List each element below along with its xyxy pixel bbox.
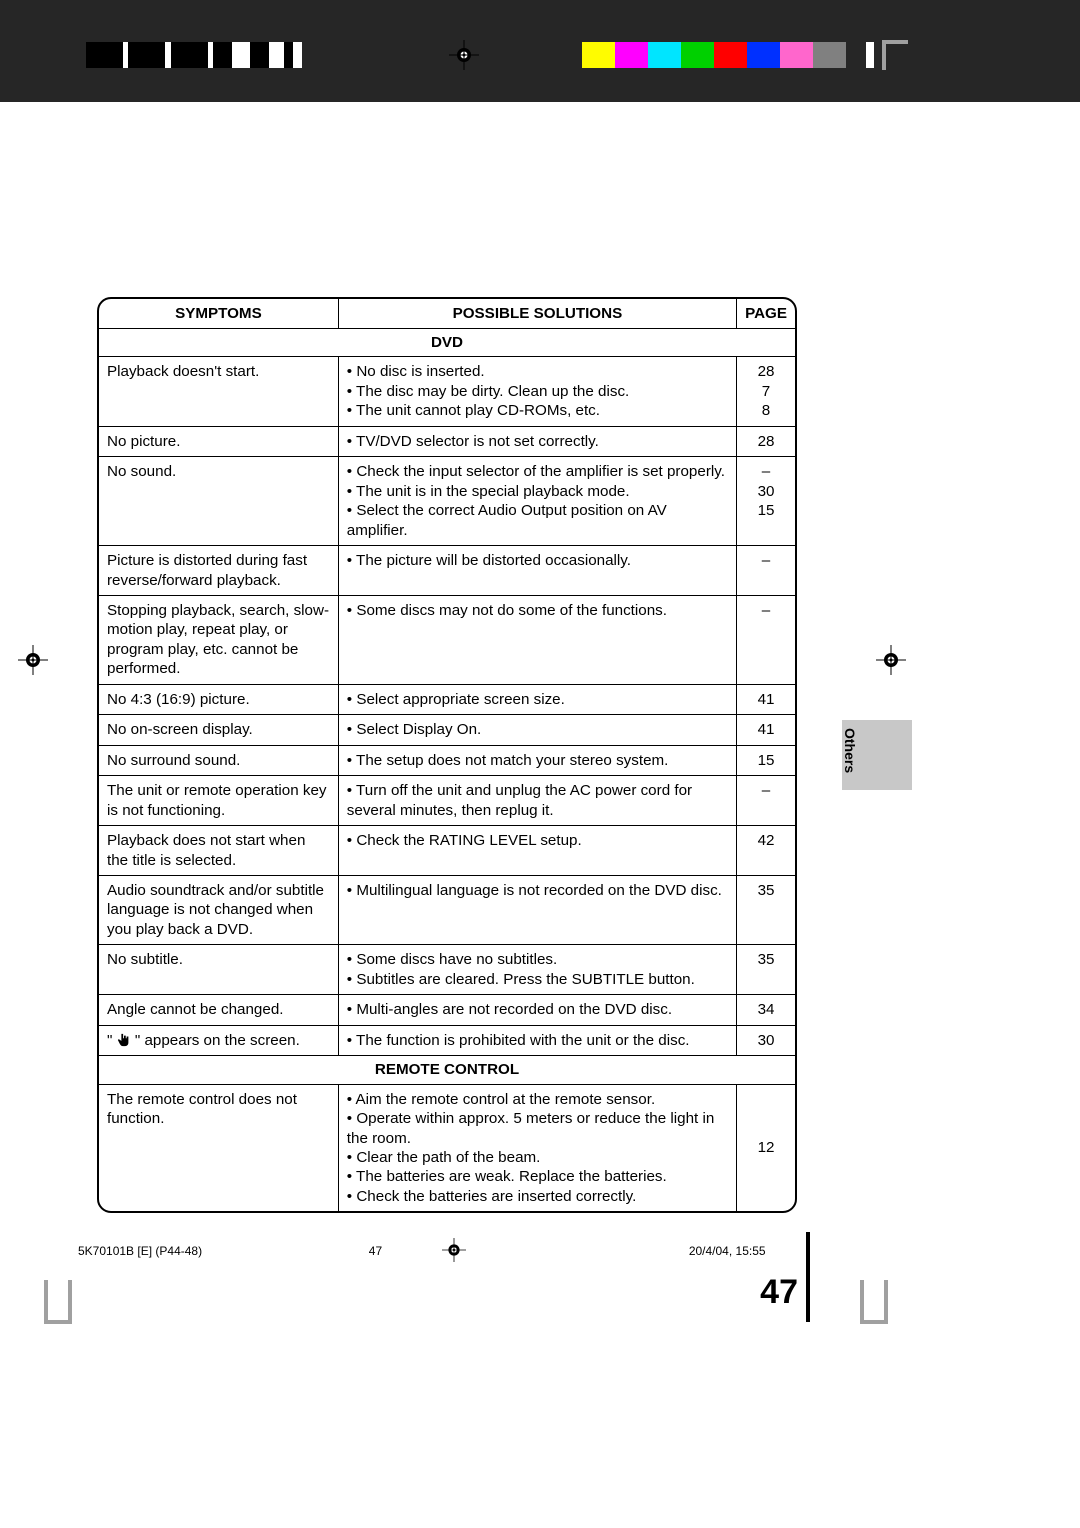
cell-symptom: The remote control does not function.: [99, 1084, 338, 1211]
cell-solution: • Turn off the unit and unplug the AC po…: [338, 776, 736, 826]
cell-symptom: Stopping playback, search, slow-motion p…: [99, 595, 338, 684]
cell-solution: • No disc is inserted.• The disc may be …: [338, 357, 736, 426]
table-row: Angle cannot be changed.• Multi-angles a…: [99, 995, 795, 1025]
page-body: SYMPTOMS POSSIBLE SOLUTIONS PAGE DVD Pla…: [97, 102, 836, 1322]
cell-page: 28 7 8: [737, 357, 795, 426]
cell-page: 35: [737, 945, 795, 995]
cell-symptom: Angle cannot be changed.: [99, 995, 338, 1025]
footer-left: 5K70101B [E] (P44-48): [78, 1244, 202, 1258]
table-row: The remote control does not function.• A…: [99, 1084, 795, 1211]
table-header-row: SYMPTOMS POSSIBLE SOLUTIONS PAGE: [99, 299, 795, 329]
cell-solution: • Select Display On.: [338, 715, 736, 745]
cell-page: 15: [737, 745, 795, 775]
cell-page: 34: [737, 995, 795, 1025]
cell-symptom: Playback doesn't start.: [99, 357, 338, 426]
section-dvd-label: DVD: [99, 329, 795, 357]
cell-page: 35: [737, 875, 795, 944]
registration-row: [0, 42, 1080, 68]
reg-corner-icon: [882, 40, 908, 70]
cell-solution: • TV/DVD selector is not set correctly.: [338, 426, 736, 456]
right-registration-mark-icon: [876, 645, 906, 675]
color-registration-bar: [582, 42, 846, 68]
cell-symptom: Picture is distorted during fast reverse…: [99, 546, 338, 596]
cell-solution: • The setup does not match your stereo s…: [338, 745, 736, 775]
cell-page: – 30 15: [737, 457, 795, 546]
footer-registration-mark-icon: [442, 1238, 472, 1268]
th-page: PAGE: [737, 299, 795, 329]
cell-solution: • Check the input selector of the amplif…: [338, 457, 736, 546]
cell-solution: • Aim the remote control at the remote s…: [338, 1084, 736, 1211]
section-dvd: DVD: [99, 329, 795, 357]
troubleshooting-table: SYMPTOMS POSSIBLE SOLUTIONS PAGE DVD Pla…: [99, 299, 795, 1211]
cell-symptom: No subtitle.: [99, 945, 338, 995]
center-registration-mark-icon: [449, 40, 479, 70]
table-row: Playback does not start when the title i…: [99, 826, 795, 876]
th-symptoms: SYMPTOMS: [99, 299, 338, 329]
cell-solution: • Multi-angles are not recorded on the D…: [338, 995, 736, 1025]
footer-right: 20/4/04, 15:55: [689, 1244, 766, 1258]
cell-symptom: Playback does not start when the title i…: [99, 826, 338, 876]
cell-solution: • Some discs have no subtitles.• Subtitl…: [338, 945, 736, 995]
cell-page: 42: [737, 826, 795, 876]
table-row: No on-screen display.• Select Display On…: [99, 715, 795, 745]
cell-symptom: Audio soundtrack and/or subtitle languag…: [99, 875, 338, 944]
cell-page: –: [737, 595, 795, 684]
section-remote-label: REMOTE CONTROL: [99, 1056, 795, 1084]
cell-symptom: No 4:3 (16:9) picture.: [99, 684, 338, 714]
troubleshooting-table-wrap: SYMPTOMS POSSIBLE SOLUTIONS PAGE DVD Pla…: [97, 297, 797, 1213]
cell-symptom: The unit or remote operation key is not …: [99, 776, 338, 826]
table-row: The unit or remote operation key is not …: [99, 776, 795, 826]
cell-page: 12: [737, 1084, 795, 1211]
cell-page: 41: [737, 684, 795, 714]
cell-page: 41: [737, 715, 795, 745]
cell-solution: • The picture will be distorted occasion…: [338, 546, 736, 596]
cell-page: –: [737, 776, 795, 826]
table-row: Playback doesn't start.• No disc is inse…: [99, 357, 795, 426]
cell-solution: • Select appropriate screen size.: [338, 684, 736, 714]
cell-symptom: " " appears on the screen.: [99, 1025, 338, 1055]
table-row: Picture is distorted during fast reverse…: [99, 546, 795, 596]
cell-solution: • Multilingual language is not recorded …: [338, 875, 736, 944]
bottom-crop-marks: [0, 1280, 1080, 1340]
th-solutions: POSSIBLE SOLUTIONS: [338, 299, 736, 329]
side-tab-label: Others: [842, 728, 858, 773]
cell-solution: • The function is prohibited with the un…: [338, 1025, 736, 1055]
table-row: No surround sound.• The setup does not m…: [99, 745, 795, 775]
cell-symptom: No surround sound.: [99, 745, 338, 775]
footer-mid: 47: [369, 1244, 382, 1258]
cell-solution: • Check the RATING LEVEL setup.: [338, 826, 736, 876]
table-row: No 4:3 (16:9) picture.• Select appropria…: [99, 684, 795, 714]
cell-symptom: No on-screen display.: [99, 715, 338, 745]
cell-page: 28: [737, 426, 795, 456]
reg-right-tick: [866, 42, 874, 68]
cell-symptom: No picture.: [99, 426, 338, 456]
cell-page: 30: [737, 1025, 795, 1055]
cell-page: –: [737, 546, 795, 596]
table-row: Audio soundtrack and/or subtitle languag…: [99, 875, 795, 944]
table-row: " " appears on the screen.• The function…: [99, 1025, 795, 1055]
bw-registration-blocks: [86, 42, 302, 68]
section-remote: REMOTE CONTROL: [99, 1056, 795, 1084]
cell-symptom: No sound.: [99, 457, 338, 546]
left-registration-mark-icon: [18, 645, 48, 675]
table-row: No sound.• Check the input selector of t…: [99, 457, 795, 546]
cell-solution: • Some discs may not do some of the func…: [338, 595, 736, 684]
table-row: Stopping playback, search, slow-motion p…: [99, 595, 795, 684]
table-row: No subtitle.• Some discs have no subtitl…: [99, 945, 795, 995]
table-row: No picture.• TV/DVD selector is not set …: [99, 426, 795, 456]
